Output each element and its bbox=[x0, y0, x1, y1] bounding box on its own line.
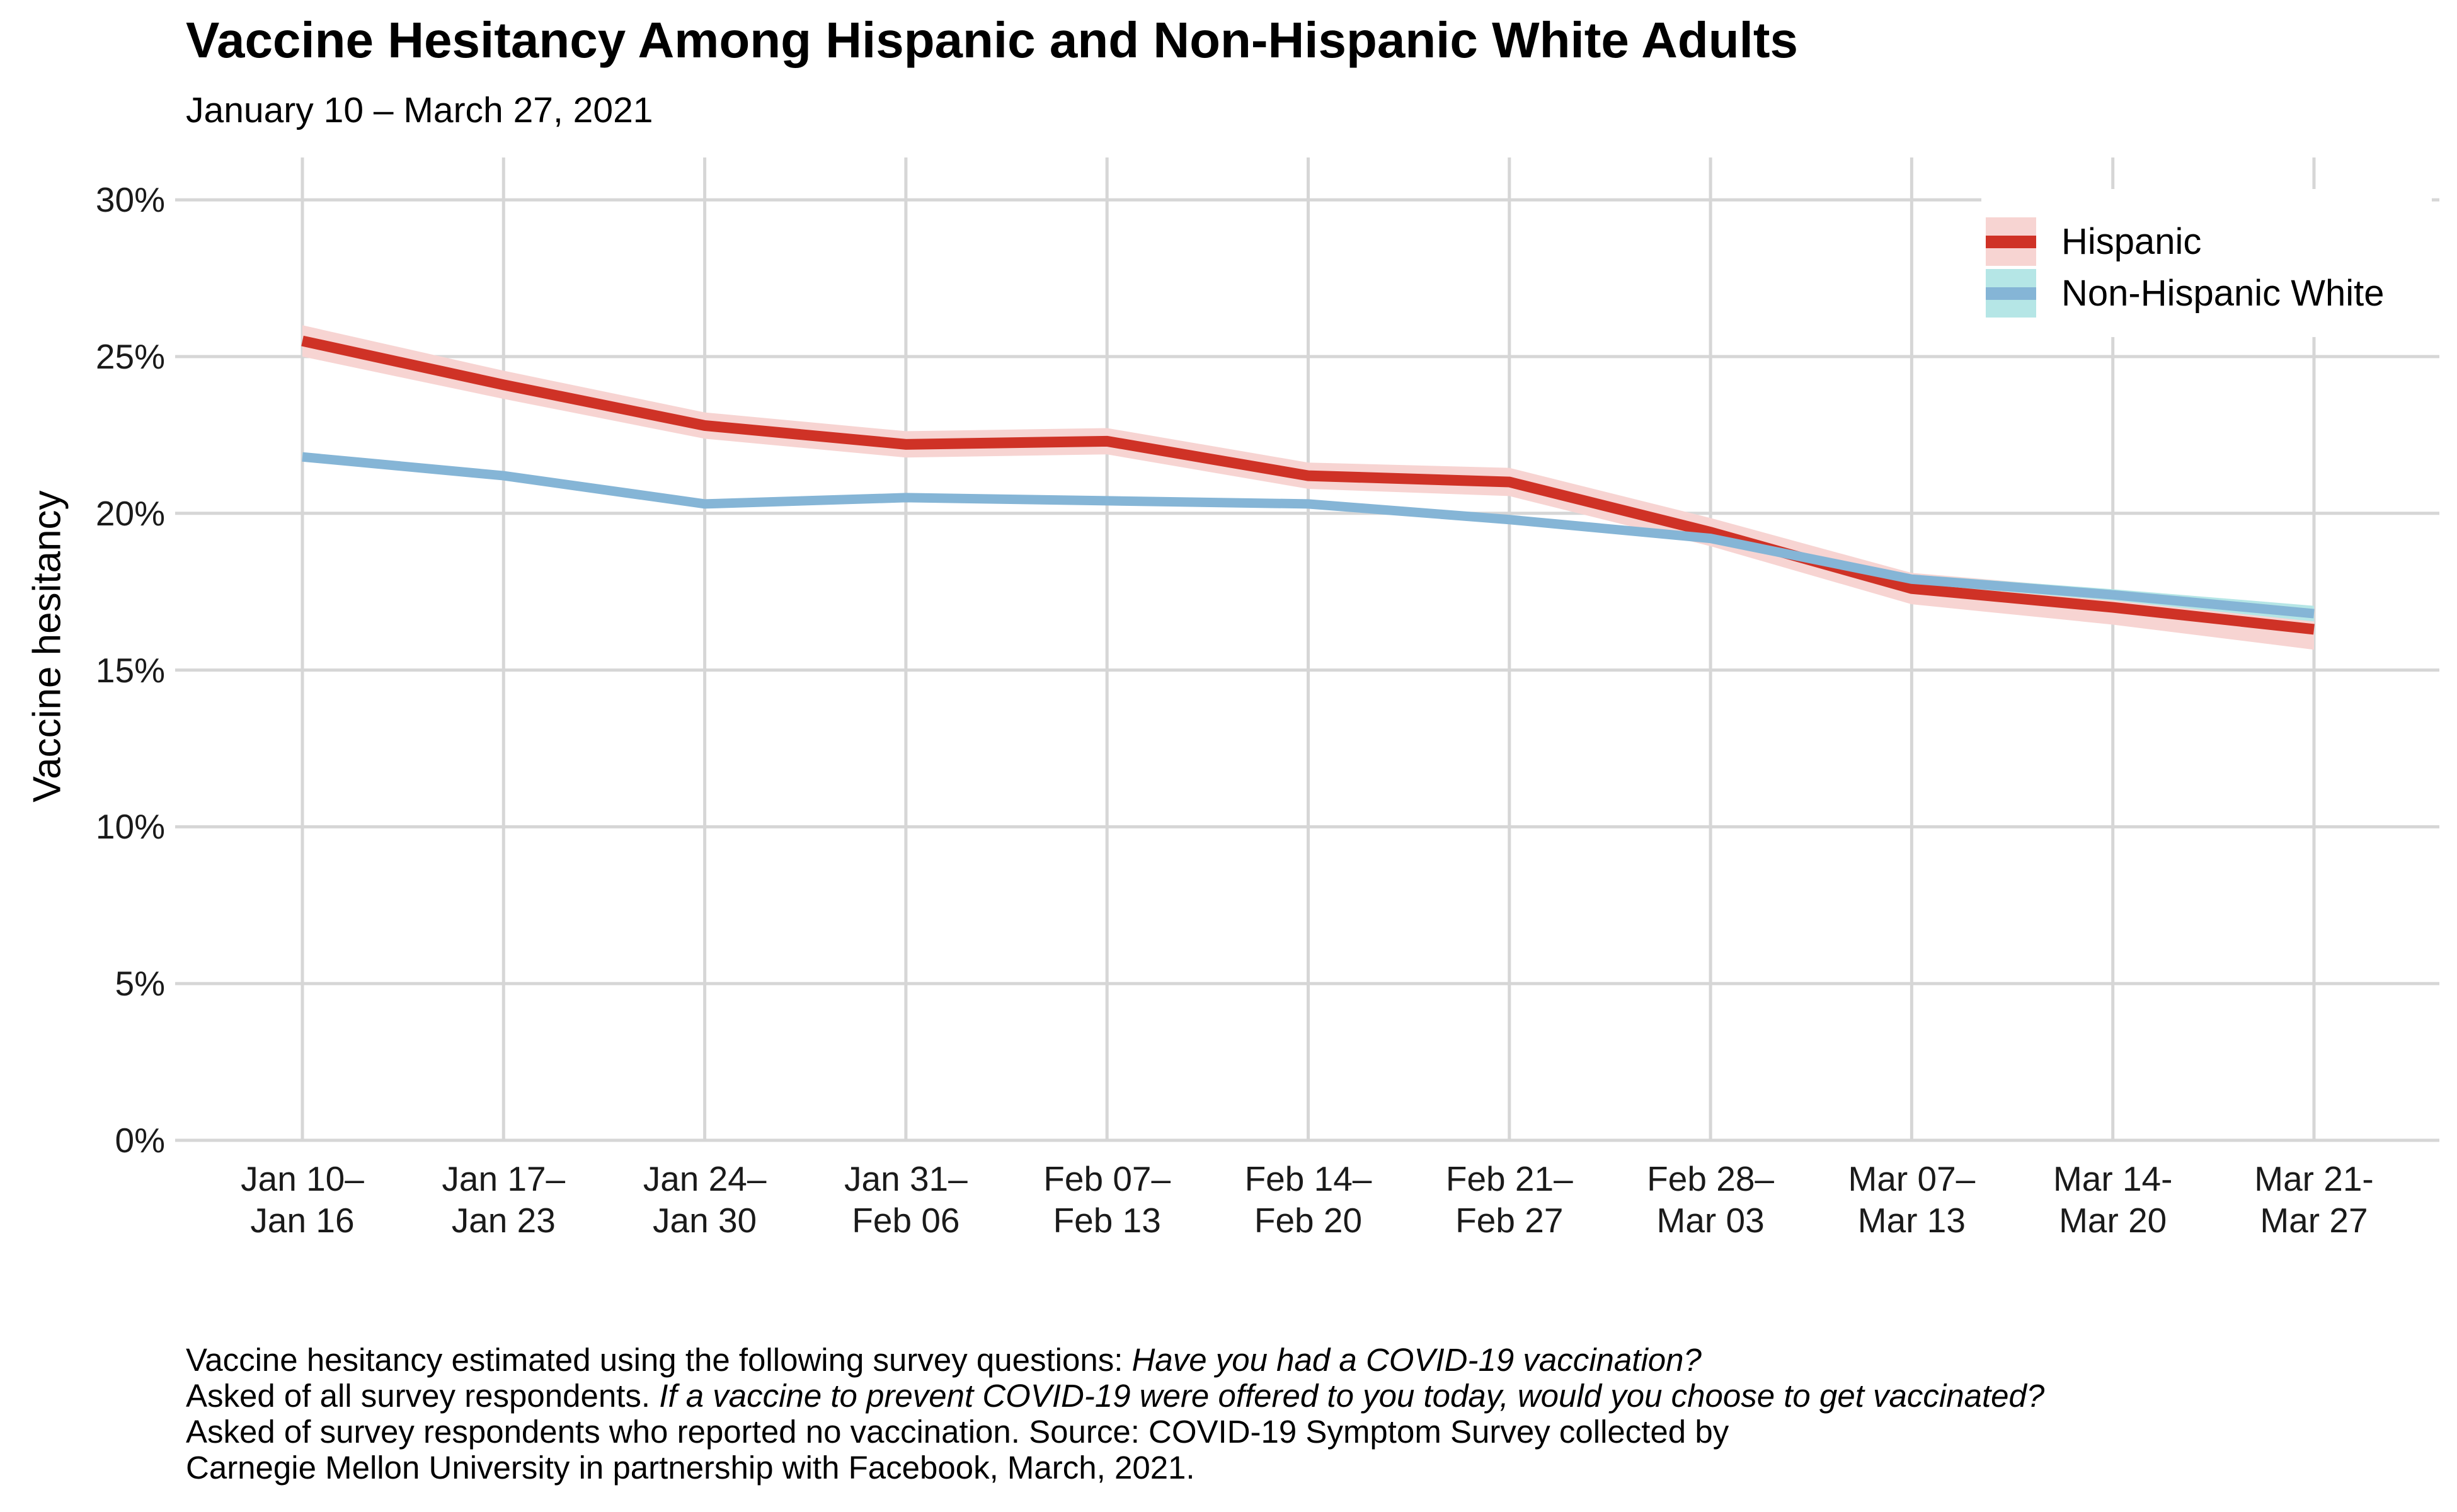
hispanic-line bbox=[301, 335, 2315, 635]
caption-line-3: Asked of survey respondents who reported… bbox=[186, 1414, 1729, 1450]
legend-key-line-non-hispanic-white bbox=[1986, 287, 2036, 300]
x-tick-label: Feb 14– Feb 20 bbox=[1244, 1159, 1372, 1240]
x-tick-label: Mar 21- Mar 27 bbox=[2254, 1159, 2374, 1240]
legend-item-non-hispanic-white: Non-Hispanic White bbox=[1981, 269, 2432, 318]
chart-title: Vaccine Hesitancy Among Hispanic and Non… bbox=[186, 12, 1798, 68]
legend: Hispanic Non-Hispanic White bbox=[1981, 189, 2432, 337]
x-tick-label: Mar 14- Mar 20 bbox=[2053, 1159, 2173, 1240]
y-tick-label: 0% bbox=[115, 1121, 166, 1160]
x-tick-label: Feb 07– Feb 13 bbox=[1043, 1159, 1171, 1240]
chart-subtitle: January 10 – March 27, 2021 bbox=[186, 90, 653, 130]
caption-line-2: Asked of all survey respondents. If a va… bbox=[186, 1378, 2045, 1414]
plot-area bbox=[175, 158, 2439, 1142]
y-tick-label: 15% bbox=[95, 650, 165, 690]
y-tick-label: 10% bbox=[95, 807, 165, 847]
x-tick-label: Mar 07– Mar 13 bbox=[1848, 1159, 1976, 1240]
hispanic-confidence-band bbox=[302, 325, 2314, 650]
non-hispanic-white-line bbox=[302, 452, 2315, 619]
y-axis-title: Vaccine hesitancy bbox=[25, 490, 69, 803]
x-tick-label: Jan 31– Feb 06 bbox=[844, 1159, 968, 1240]
x-tick-label: Feb 21– Feb 27 bbox=[1445, 1159, 1573, 1240]
caption-line-1: Vaccine hesitancy estimated using the fo… bbox=[186, 1342, 1702, 1378]
x-tick-label: Jan 24– Jan 30 bbox=[643, 1159, 767, 1240]
x-tick-label: Jan 17– Jan 23 bbox=[442, 1159, 566, 1240]
legend-label-hispanic: Hispanic bbox=[2061, 221, 2202, 262]
x-tick-label: Jan 10– Jan 16 bbox=[241, 1159, 364, 1240]
x-tick-label: Feb 28– Mar 03 bbox=[1647, 1159, 1774, 1240]
caption-line-4: Carnegie Mellon University in partnershi… bbox=[186, 1450, 1195, 1486]
y-tick-label: 5% bbox=[115, 964, 166, 1004]
y-tick-label: 25% bbox=[95, 337, 165, 376]
y-tick-label: 20% bbox=[95, 493, 165, 533]
legend-item-hispanic: Hispanic bbox=[1981, 217, 2432, 266]
caption: Vaccine hesitancy estimated using the fo… bbox=[186, 1342, 2044, 1486]
y-tick-label: 30% bbox=[95, 180, 165, 220]
legend-key-line-hispanic bbox=[1986, 235, 2036, 248]
legend-key-non-hispanic-white bbox=[1986, 269, 2036, 318]
legend-label-non-hispanic-white: Non-Hispanic White bbox=[2061, 273, 2385, 314]
legend-key-hispanic bbox=[1986, 217, 2036, 266]
